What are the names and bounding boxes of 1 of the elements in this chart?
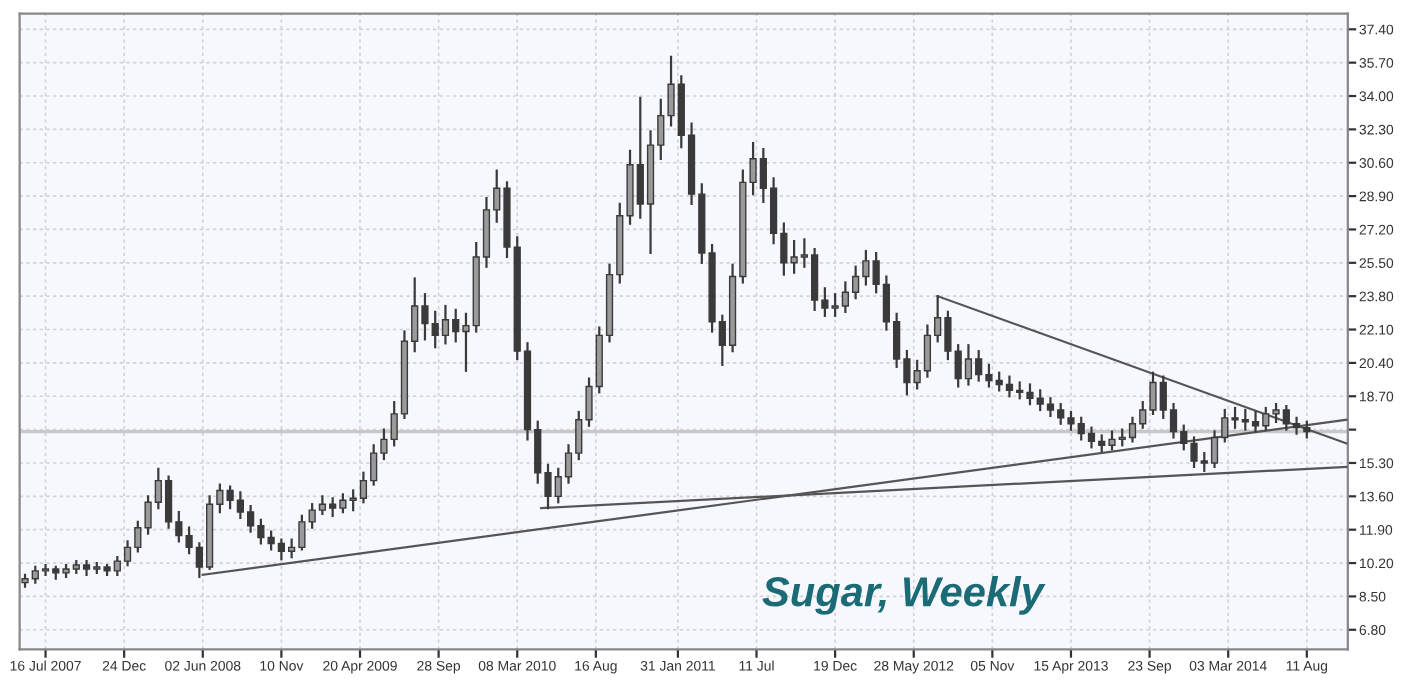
text: Sugar, Weekly bbox=[762, 575, 1046, 615]
